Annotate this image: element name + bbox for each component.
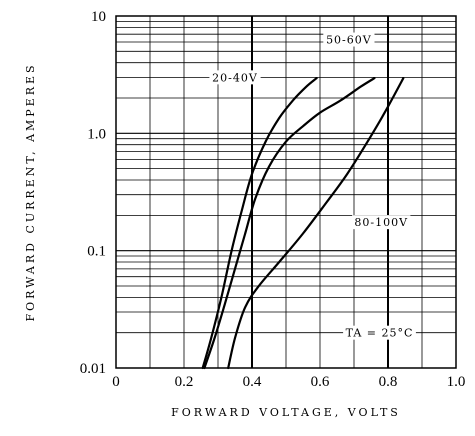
series-label-3-bg xyxy=(352,215,411,230)
plot-frame xyxy=(115,15,457,369)
x-tick-label: 0 xyxy=(112,374,120,390)
y-axis-title: FORWARD CURRENT, AMPERES xyxy=(24,62,37,321)
temperature-annotation: TA = 25°C xyxy=(346,327,414,340)
x-tick-label: 0.4 xyxy=(243,374,262,390)
y-tick-label: 0.1 xyxy=(87,244,106,260)
series-label-2-bg xyxy=(323,32,375,47)
curve-labels: 20-40V 50-60V 80-100V TA = 25°C xyxy=(209,32,416,340)
y-tick-label: 10 xyxy=(91,9,106,25)
x-tick-label: 0.6 xyxy=(311,374,330,390)
x-tick-label: 0.2 xyxy=(175,374,194,390)
curves xyxy=(201,77,405,370)
x-axis-title: FORWARD VOLTAGE, VOLTS xyxy=(171,406,401,419)
y-tick-label: 1.0 xyxy=(87,126,106,142)
series-label-3: 80-100V xyxy=(354,216,408,229)
x-tick-label: 1.0 xyxy=(447,374,466,390)
tick-labels: 0 0.2 0.4 0.6 0.8 1.0 0.01 0.1 1.0 10 xyxy=(80,9,466,390)
series-label-1: 20-40V xyxy=(212,71,258,84)
series-line-2 xyxy=(203,77,376,370)
series-line-3 xyxy=(227,77,405,370)
y-tick-label: 0.01 xyxy=(80,361,106,377)
grid xyxy=(116,16,456,368)
series-line-1 xyxy=(201,77,318,370)
series-label-2: 50-60V xyxy=(326,34,372,47)
x-tick-label: 0.8 xyxy=(379,374,398,390)
temperature-annotation-bg xyxy=(343,325,416,340)
series-label-1-bg xyxy=(209,70,261,85)
